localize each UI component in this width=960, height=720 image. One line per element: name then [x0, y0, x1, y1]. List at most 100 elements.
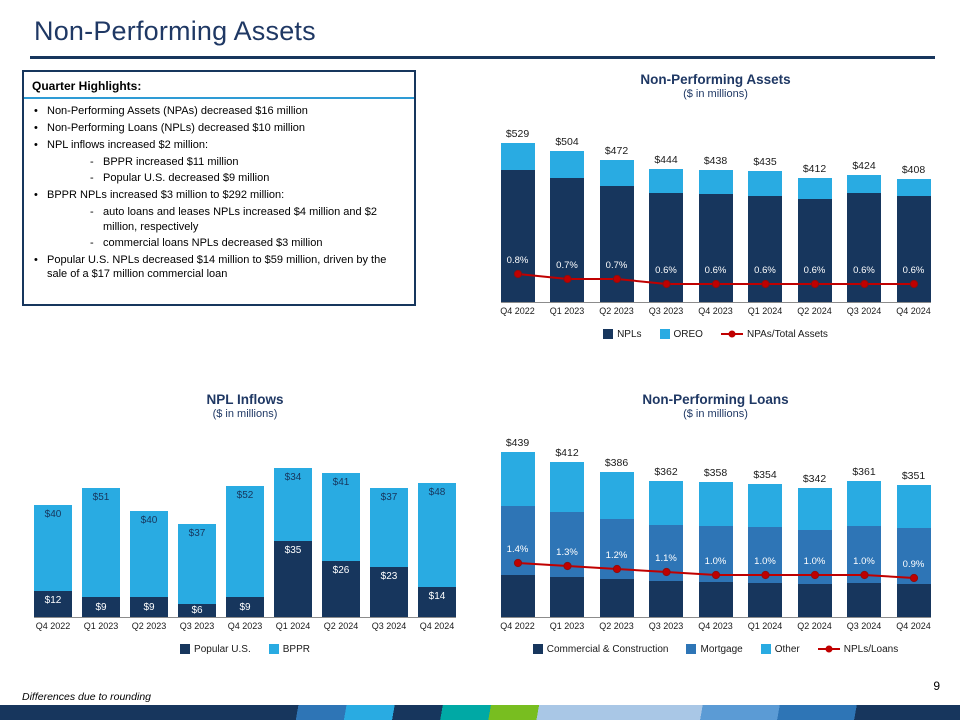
- bullet-marker: •: [34, 253, 38, 266]
- npas-total-assets-trend-line: [513, 269, 918, 288]
- highlight-item: • Popular U.S. NPLs decreased $14 million…: [34, 253, 404, 281]
- npl-chart-subtitle: ($ in millions): [683, 407, 748, 420]
- bppr-value-label: $40: [140, 515, 158, 527]
- highlight-item: • NPL inflows increased $2 million:: [34, 138, 404, 152]
- line-point-label: 0.6%: [754, 264, 776, 276]
- bppr-bar-segment: [34, 504, 72, 591]
- bppr-value-label: $48: [428, 487, 446, 499]
- x-axis-label: Q1 2024: [747, 620, 783, 631]
- other-bar-segment: [698, 482, 733, 526]
- x-axis-label: Q3 2023: [179, 620, 215, 631]
- title-divider: [30, 56, 935, 59]
- popular-u-s-value-label: $35: [284, 545, 302, 557]
- legend-swatch: [603, 329, 614, 340]
- popular-u-s-value-label: $9: [239, 602, 251, 614]
- bar-total-label: $472: [604, 145, 629, 158]
- popular-u-s-bar-segment: [370, 567, 408, 617]
- other-bar-segment: [500, 452, 535, 507]
- page-number: 9: [933, 679, 940, 693]
- commercial-construction-bar-segment: [748, 582, 782, 617]
- popular-u-s-value-label: $9: [143, 602, 155, 614]
- x-axis-label: Q2 2024: [323, 620, 359, 631]
- highlight-text: BPPR increased $11 million: [103, 156, 239, 169]
- line-point-label: 0.6%: [853, 264, 875, 276]
- bar-total-label: $412: [555, 447, 579, 460]
- bppr-value-label: $40: [44, 508, 62, 520]
- legend-swatch: [686, 644, 697, 655]
- bullet-marker: -: [90, 172, 94, 185]
- line-marker: [859, 570, 869, 579]
- x-axis-label: Q3 2023: [648, 620, 684, 631]
- npl-inflows-chart-subtitle: ($ in millions): [212, 407, 278, 420]
- bar-total-label: $504: [555, 135, 579, 148]
- line-marker: [859, 279, 869, 288]
- line-point-label: 0.6%: [803, 264, 826, 276]
- highlight-text: Popular U.S. decreased $9 million: [103, 172, 270, 185]
- npa-chart-title: Non-Performing Assets: [640, 72, 791, 87]
- oreo-bar-segment: [847, 174, 881, 194]
- oreo-bar-segment: [896, 179, 931, 197]
- x-axis-label: Q1 2024: [747, 305, 783, 316]
- line-marker: [909, 279, 918, 288]
- legend-swatch: [659, 329, 670, 340]
- bar-total-label: $351: [901, 470, 926, 483]
- popular-u-s-value-label: $26: [332, 564, 350, 576]
- legend-item-mortgage: Mortgage: [686, 644, 743, 655]
- legend-swatch: [760, 644, 771, 655]
- bppr-bar-segment: [370, 487, 408, 568]
- legend-item-commercial-construction: Commercial & Construction: [532, 644, 668, 655]
- bar-total-label: $342: [802, 473, 827, 486]
- line-point-label: 1.2%: [605, 549, 628, 561]
- line-point-label: 1.0%: [853, 555, 875, 567]
- line-point-label: 0.7%: [556, 259, 578, 271]
- legend-item-npls-loans: NPLs/Loans: [817, 644, 898, 655]
- line-marker: [760, 279, 770, 288]
- bar-total-label: $529: [505, 128, 530, 141]
- bar-total-label: $439: [505, 437, 530, 450]
- bar-total-label: $362: [654, 465, 678, 478]
- other-bar-segment: [649, 480, 683, 525]
- bppr-bar-segment: [130, 511, 168, 598]
- npa-x-axis: Q4 2022 Q1 2023 Q2 2023 Q3 2023 Q4 2023 Q1 20…: [500, 305, 931, 320]
- popular-u-s-value-label: $6: [191, 605, 203, 617]
- x-axis-label: Q4 2023: [698, 620, 733, 631]
- commercial-construction-bar-segment: [599, 579, 634, 617]
- bar-total-label: $361: [852, 466, 876, 479]
- other-bar-segment: [599, 471, 634, 520]
- line-marker: [562, 274, 572, 283]
- line-marker: [711, 279, 720, 288]
- line-marker: [562, 561, 572, 570]
- bppr-value-label: $37: [188, 528, 206, 540]
- line-point-label: 1.0%: [803, 555, 826, 567]
- line-marker: [661, 567, 671, 576]
- bppr-bar-segment: [418, 483, 456, 587]
- footnote: Differences due to rounding: [22, 691, 151, 703]
- line-point-label: 0.8%: [506, 254, 529, 266]
- bullet-marker: •: [34, 139, 38, 152]
- x-axis-label: Q2 2023: [131, 620, 167, 631]
- legend-label: Other: [774, 643, 800, 655]
- npa-legend: NPLs OREO NPAs/Total Assets: [488, 329, 943, 340]
- highlight-item: • BPPR NPLs increased $3 million to $292 …: [34, 188, 404, 202]
- x-axis-label: Q2 2023: [599, 620, 634, 631]
- legend-label: NPAs/Total Assets: [746, 328, 828, 340]
- line-marker: [810, 279, 819, 288]
- legend-item-npls: NPLs: [603, 329, 642, 340]
- npl-legend: Commercial & Construction Mortgage Other NP…: [488, 644, 943, 655]
- line-point-label: 0.9%: [902, 558, 925, 570]
- npl-plot: $439 $412 $386 $362 $358 $354 $342 $361 $351 1.4%…: [500, 427, 931, 618]
- commercial-construction-bar-segment: [500, 575, 535, 617]
- legend-line-dot: [825, 645, 833, 653]
- npl-x-axis: Q4 2022 Q1 2023 Q2 2023 Q3 2023 Q4 2023 Q1 20…: [500, 620, 931, 635]
- popular-u-s-bar-segment: [130, 597, 168, 617]
- highlight-item: - Popular U.S. decreased $9 million: [34, 171, 404, 185]
- line-marker: [909, 573, 918, 582]
- page-title: Non-Performing Assets: [34, 16, 316, 46]
- x-axis-label: Q1 2023: [549, 620, 585, 631]
- line-marker: [661, 279, 671, 288]
- highlight-text: NPL inflows increased $2 million:: [47, 139, 208, 152]
- other-bar-segment: [748, 483, 782, 528]
- commercial-construction-bar-segment: [550, 577, 584, 617]
- npa-chart: Non-Performing Assets ($ in millions) $5…: [488, 72, 943, 340]
